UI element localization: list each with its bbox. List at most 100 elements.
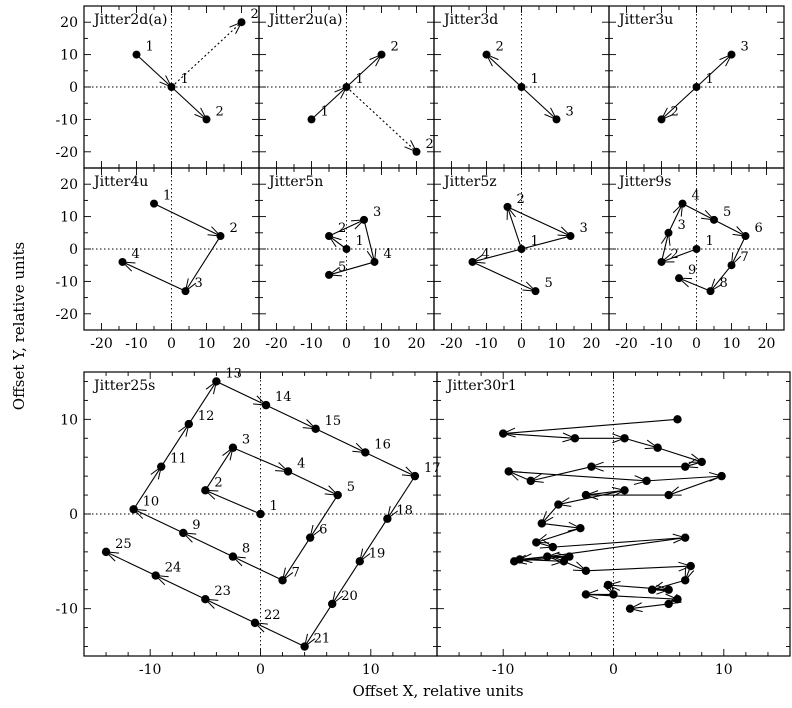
data-point — [653, 443, 662, 452]
data-point — [118, 257, 127, 266]
data-point — [686, 561, 695, 571]
x-tick-label: -10 — [475, 336, 498, 352]
point-label: 6 — [755, 221, 763, 236]
x-tick-label: 20 — [583, 336, 601, 352]
path-segment — [585, 593, 678, 600]
path-segment — [651, 579, 686, 591]
data-point — [181, 287, 190, 296]
panel-jitter4u: -20 -10 0 10 20 -20 -10 0 10 20 Jitter4u 1 2 3 4 — [55, 167, 260, 352]
point-label: 7 — [292, 565, 300, 580]
point-label: 2 — [251, 7, 259, 22]
point-label: 16 — [374, 437, 391, 452]
path-segment — [188, 381, 217, 425]
data-point — [681, 462, 690, 471]
point-label: 1 — [706, 234, 714, 249]
data-point — [201, 595, 210, 604]
data-point — [642, 476, 651, 486]
panel-jitter25s: -10 0 10-10010Jitter25s1234567891011121314… — [55, 366, 440, 678]
data-point — [647, 585, 657, 594]
x-tick-label: 10 — [715, 662, 733, 678]
data-point — [678, 199, 687, 208]
data-point — [482, 50, 491, 59]
y-tick-label: -10 — [55, 274, 78, 290]
point-label: 2 — [338, 221, 346, 236]
path-segment — [232, 447, 289, 472]
path-segment — [646, 475, 722, 482]
path-segment — [386, 475, 416, 520]
data-point — [355, 557, 364, 566]
data-point — [603, 580, 613, 590]
data-point — [532, 538, 541, 547]
path-segment — [519, 556, 548, 560]
path-segment — [363, 219, 376, 263]
path-segment — [558, 489, 625, 506]
data-point — [151, 571, 160, 580]
point-label: 13 — [225, 366, 242, 381]
data-point — [150, 199, 158, 208]
data-point — [675, 274, 683, 283]
path-segment — [530, 466, 592, 482]
y-axis-title: Offset Y, relative units — [10, 242, 28, 410]
panel-jitter3d: Jitter3d 2 1 3 — [433, 5, 610, 169]
point-label: 11 — [170, 452, 187, 467]
y-tick-label: -10 — [55, 112, 78, 128]
x-axis-title: Offset X, relative units — [352, 682, 523, 700]
panel-title: Jitter25s — [92, 378, 155, 394]
point-label: 1 — [706, 72, 714, 87]
point-label: 3 — [741, 40, 749, 55]
data-point — [710, 215, 718, 224]
y-tick-label: 0 — [69, 80, 78, 96]
data-point — [261, 400, 271, 410]
x-tick-label: -10 — [300, 336, 323, 352]
x-tick-label: 20 — [233, 336, 251, 352]
path-segment — [311, 86, 347, 120]
data-point — [576, 524, 585, 533]
panel-jitter30r1: -10 0 10 Jitter30r1 — [436, 371, 791, 678]
data-point — [342, 245, 351, 253]
data-point — [681, 576, 690, 585]
point-label: 1 — [531, 234, 539, 249]
path-segment — [668, 203, 683, 234]
x-tick-label: 0 — [342, 336, 351, 352]
panel-title: Jitter3u — [617, 12, 673, 28]
panel-jitter2ua: Jitter2u(a) 1 1 2 2 — [258, 5, 435, 169]
x-tick-label: 0 — [609, 662, 618, 678]
panel-jitter2da: -20 -10 0 10 20 Jitter2d(a) 1 1 2 2 — [55, 5, 260, 169]
path-segment — [713, 219, 746, 237]
path-segment — [541, 522, 581, 529]
x-tick-label: -20 — [90, 336, 113, 352]
x-tick-label: 0 — [517, 336, 526, 352]
path-segment — [508, 470, 647, 482]
data-point — [370, 257, 379, 266]
path-segment — [205, 489, 261, 515]
y-tick-label: 10 — [60, 210, 78, 226]
data-point — [543, 552, 552, 561]
data-point — [311, 424, 320, 433]
data-point — [581, 566, 591, 575]
data-point — [167, 83, 176, 91]
data-point — [333, 490, 342, 500]
point-label: 14 — [275, 390, 292, 405]
data-point — [515, 555, 524, 564]
path-segment — [519, 558, 564, 562]
path-segment — [585, 489, 625, 496]
panel-title: Jitter4u — [92, 174, 148, 190]
path-segment — [661, 86, 697, 120]
path-segment — [309, 494, 339, 538]
y-tick-label: 20 — [60, 15, 78, 31]
data-point — [552, 115, 561, 124]
path-segment — [506, 206, 523, 250]
data-point — [132, 50, 141, 59]
data-point — [202, 115, 211, 124]
point-label: 1 — [356, 234, 364, 249]
point-label: 2 — [496, 40, 504, 55]
data-point — [517, 245, 526, 253]
x-tick-label: 10 — [198, 336, 216, 352]
panel-title: Jitter9s — [617, 174, 671, 190]
point-label: 6 — [319, 523, 327, 538]
x-tick-label: -10 — [125, 336, 148, 352]
path-segment — [521, 86, 557, 120]
path-segment — [122, 261, 186, 292]
data-point — [681, 533, 690, 542]
point-label: 2 — [671, 104, 679, 119]
